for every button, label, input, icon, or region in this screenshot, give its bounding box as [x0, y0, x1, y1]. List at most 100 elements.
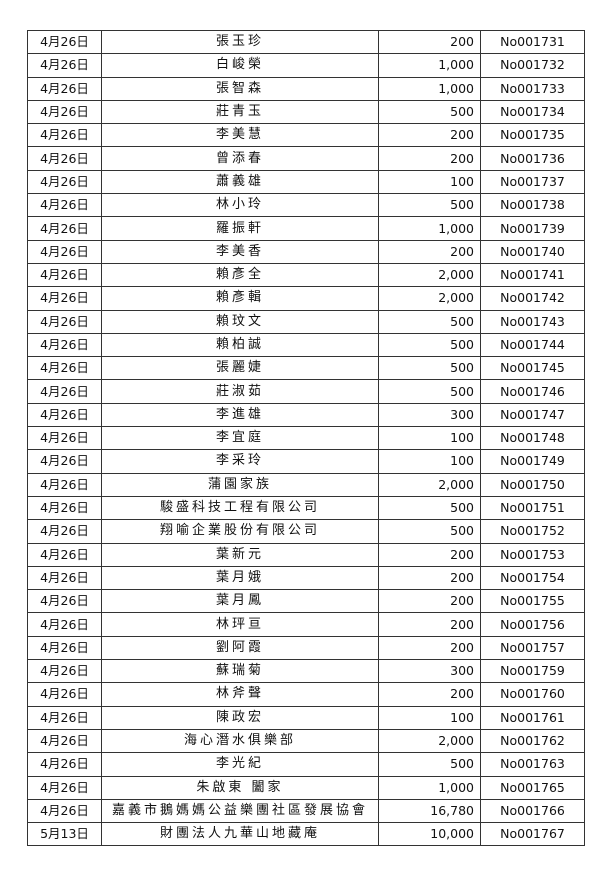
donor-name-cell: 葉新元: [101, 542, 379, 567]
table-row: 4月26日 李美慧 200 No001735: [27, 123, 585, 148]
amount-cell: 100: [378, 449, 481, 474]
receipt-number-cell: No001733: [480, 76, 585, 101]
date-cell: 4月26日: [27, 682, 102, 707]
receipt-number-cell: No001744: [480, 332, 585, 358]
receipt-number-cell: No001742: [480, 286, 585, 311]
donor-name-cell: 李美香: [101, 239, 379, 264]
amount-cell: 1,000: [378, 775, 481, 800]
date-cell: 4月26日: [27, 728, 102, 754]
receipt-number-cell: No001763: [480, 752, 585, 777]
date-cell: 4月26日: [27, 262, 102, 288]
date-cell: 4月26日: [27, 216, 102, 241]
date-cell: 4月26日: [27, 775, 102, 800]
date-cell: 4月26日: [27, 542, 102, 567]
table-row: 4月26日 李采玲 100 No001749: [27, 449, 585, 474]
table-row: 4月26日 賴彥輯 2,000 No001742: [27, 286, 585, 311]
donor-name-cell: 羅振軒: [101, 216, 379, 241]
table-row: 4月26日 朱啟東 闔家 1,000 No001765: [27, 775, 585, 800]
table-row: 4月26日 陳政宏 100 No001761: [27, 705, 585, 730]
table-row: 4月26日 蘇瑞菊 300 No001759: [27, 659, 585, 684]
donor-name-cell: 海心潛水俱樂部: [101, 728, 379, 754]
donation-table-body: 4月26日 張玉珍 200 No001731 4月26日 白峻榮 1,000 No001732…: [27, 29, 585, 847]
date-cell: 4月26日: [27, 146, 102, 171]
receipt-number-cell: No001732: [480, 53, 585, 78]
table-row: 4月26日 賴玟文 500 No001743: [27, 309, 585, 334]
receipt-number-cell: No001737: [480, 169, 585, 195]
amount-cell: 500: [378, 332, 481, 358]
receipt-number-cell: No001736: [480, 146, 585, 171]
donor-name-cell: 李采玲: [101, 449, 379, 474]
amount-cell: 300: [378, 659, 481, 684]
receipt-number-cell: No001757: [480, 635, 585, 661]
date-cell: 4月26日: [27, 193, 102, 218]
receipt-number-cell: No001766: [480, 798, 585, 824]
table-row: 4月26日 海心潛水俱樂部 2,000 No001762: [27, 728, 585, 754]
amount-cell: 100: [378, 169, 481, 195]
donor-name-cell: 林玶亘: [101, 612, 379, 637]
amount-cell: 200: [378, 612, 481, 637]
date-cell: 4月26日: [27, 659, 102, 684]
table-row: 4月26日 羅振軒 1,000 No001739: [27, 216, 585, 241]
donor-name-cell: 嘉義市鵝媽媽公益樂團社區發展協會: [101, 798, 379, 824]
table-row: 4月26日 白峻榮 1,000 No001732: [27, 53, 585, 78]
table-row: 4月26日 賴彥全 2,000 No001741: [27, 262, 585, 288]
amount-cell: 500: [378, 495, 481, 521]
donor-name-cell: 李進雄: [101, 402, 379, 428]
receipt-number-cell: No001741: [480, 262, 585, 288]
date-cell: 4月26日: [27, 472, 102, 497]
receipt-number-cell: No001745: [480, 356, 585, 381]
table-row: 4月26日 莊淑茹 500 No001746: [27, 379, 585, 404]
date-cell: 4月26日: [27, 309, 102, 334]
date-cell: 4月26日: [27, 402, 102, 428]
amount-cell: 2,000: [378, 472, 481, 497]
amount-cell: 200: [378, 682, 481, 707]
receipt-number-cell: No001750: [480, 472, 585, 497]
table-row: 4月26日 張麗婕 500 No001745: [27, 356, 585, 381]
donor-name-cell: 李美慧: [101, 123, 379, 148]
receipt-number-cell: No001767: [480, 822, 585, 847]
date-cell: 4月26日: [27, 589, 102, 614]
amount-cell: 2,000: [378, 728, 481, 754]
donor-name-cell: 李光紀: [101, 752, 379, 777]
table-row: 5月13日 財團法人九華山地藏庵 10,000 No001767: [27, 822, 585, 847]
table-row: 4月26日 葉月鳳 200 No001755: [27, 589, 585, 614]
amount-cell: 200: [378, 565, 481, 591]
donor-name-cell: 蒲園家族: [101, 472, 379, 497]
date-cell: 4月26日: [27, 798, 102, 824]
donor-name-cell: 翔喻企業股份有限公司: [101, 519, 379, 544]
amount-cell: 200: [378, 239, 481, 264]
table-row: 4月26日 駿盛科技工程有限公司 500 No001751: [27, 495, 585, 521]
date-cell: 4月26日: [27, 123, 102, 148]
table-row: 4月26日 葉月娥 200 No001754: [27, 565, 585, 591]
date-cell: 4月26日: [27, 635, 102, 661]
receipt-number-cell: No001740: [480, 239, 585, 264]
date-cell: 4月26日: [27, 239, 102, 264]
receipt-number-cell: No001754: [480, 565, 585, 591]
date-cell: 4月26日: [27, 752, 102, 777]
amount-cell: 300: [378, 402, 481, 428]
table-row: 4月26日 劉阿霞 200 No001757: [27, 635, 585, 661]
receipt-number-cell: No001765: [480, 775, 585, 800]
amount-cell: 500: [378, 519, 481, 544]
table-row: 4月26日 曾添春 200 No001736: [27, 146, 585, 171]
date-cell: 4月26日: [27, 76, 102, 101]
date-cell: 4月26日: [27, 356, 102, 381]
amount-cell: 500: [378, 752, 481, 777]
donor-name-cell: 賴柏誠: [101, 332, 379, 358]
amount-cell: 2,000: [378, 262, 481, 288]
receipt-number-cell: No001756: [480, 612, 585, 637]
donor-name-cell: 賴玟文: [101, 309, 379, 334]
date-cell: 4月26日: [27, 495, 102, 521]
amount-cell: 100: [378, 705, 481, 730]
amount-cell: 500: [378, 309, 481, 334]
table-row: 4月26日 李進雄 300 No001747: [27, 402, 585, 428]
receipt-number-cell: No001762: [480, 728, 585, 754]
receipt-number-cell: No001753: [480, 542, 585, 567]
table-row: 4月26日 莊青玉 500 No001734: [27, 99, 585, 125]
amount-cell: 500: [378, 99, 481, 125]
table-row: 4月26日 張智森 1,000 No001733: [27, 76, 585, 101]
donor-name-cell: 財團法人九華山地藏庵: [101, 822, 379, 847]
table-row: 4月26日 林玶亘 200 No001756: [27, 612, 585, 637]
amount-cell: 16,780: [378, 798, 481, 824]
donor-name-cell: 張玉珍: [101, 29, 379, 55]
